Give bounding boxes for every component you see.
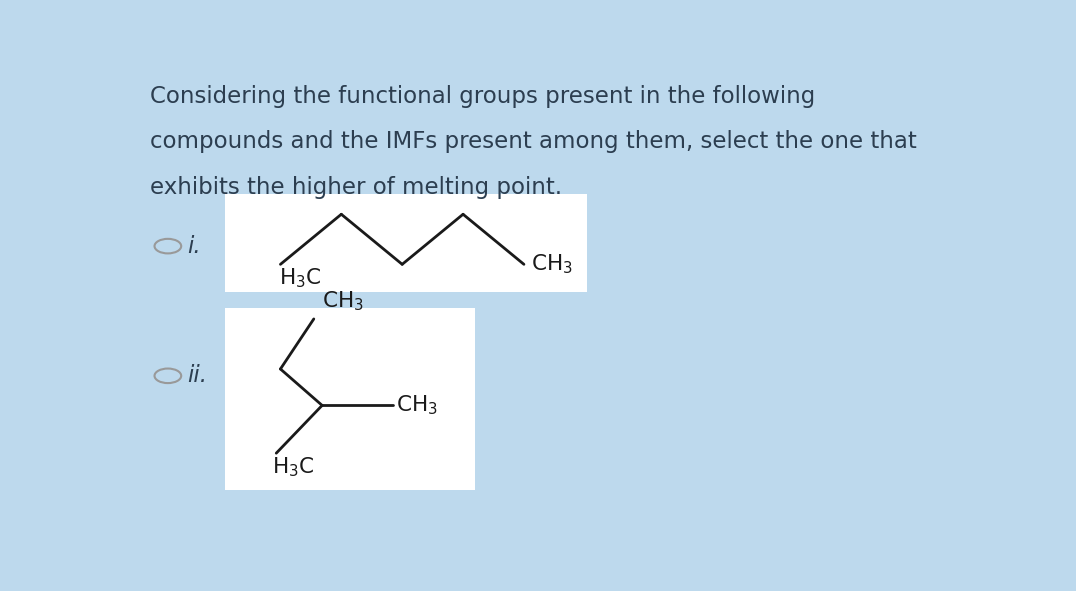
- Text: $\mathregular{H_3C}$: $\mathregular{H_3C}$: [272, 456, 314, 479]
- Text: compounds and the IMFs present among them, select the one that: compounds and the IMFs present among the…: [150, 130, 917, 153]
- Bar: [225, 307, 475, 489]
- Text: $\mathregular{H_3C}$: $\mathregular{H_3C}$: [279, 267, 322, 290]
- Text: $\mathregular{CH_3}$: $\mathregular{CH_3}$: [530, 252, 572, 276]
- Bar: [225, 194, 587, 291]
- Text: exhibits the higher of melting point.: exhibits the higher of melting point.: [150, 176, 562, 199]
- Text: ii.: ii.: [187, 364, 207, 387]
- Text: Considering the functional groups present in the following: Considering the functional groups presen…: [150, 85, 815, 108]
- Text: $\mathregular{CH_3}$: $\mathregular{CH_3}$: [396, 394, 438, 417]
- Text: $\mathregular{CH_3}$: $\mathregular{CH_3}$: [322, 290, 364, 313]
- Text: i.: i.: [187, 235, 200, 258]
